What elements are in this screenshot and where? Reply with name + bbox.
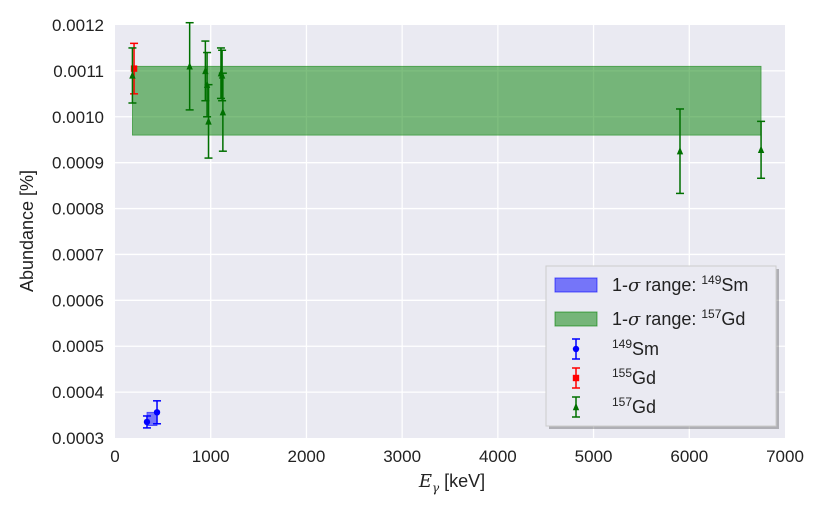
- legend-box: [545, 265, 777, 427]
- x-tick-label: 1000: [192, 447, 230, 466]
- x-tick-label: 7000: [766, 447, 804, 466]
- data-point: [218, 71, 226, 79]
- legend-label: 155Gd: [612, 366, 656, 388]
- x-tick-label: 0: [110, 447, 119, 466]
- legend-swatch: [554, 277, 598, 293]
- data-point: [676, 146, 684, 155]
- legend-marker: [572, 345, 580, 353]
- ticks: 0 1000 2000 3000 4000 5000 6000 7000 0.0003 0.000…: [52, 16, 804, 466]
- data-point: [186, 62, 193, 70]
- legend-label: 157Gd: [612, 395, 656, 417]
- band-gd: [132, 65, 762, 136]
- y-tick-label: 0.0009: [52, 154, 104, 173]
- legend-label: 1-σ range: 149Sm: [612, 273, 748, 296]
- x-tick-label: 3000: [383, 447, 421, 466]
- y-tick-label: 0.0004: [52, 383, 104, 402]
- y-axis-label: Abundance [%]: [17, 170, 37, 292]
- x-tick-label: 5000: [575, 447, 613, 466]
- data-point: [153, 409, 161, 416]
- data-point: [219, 107, 227, 116]
- data-point: [130, 65, 138, 72]
- data-point: [205, 117, 212, 125]
- legend: 1-σ range: 149Sm 1-σ range: 157Gd 149Sm 155…: [545, 265, 779, 429]
- data-point: [143, 418, 151, 426]
- legend-marker: [572, 374, 580, 382]
- data-point: [757, 145, 765, 154]
- y-tick-label: 0.0006: [52, 291, 104, 310]
- bands: [132, 65, 762, 427]
- y-tick-label: 0.0012: [52, 16, 104, 35]
- x-tick-label: 2000: [288, 447, 326, 466]
- legend-label: 149Sm: [612, 337, 659, 359]
- legend-swatch: [554, 311, 598, 327]
- x-axis-label: Eγ [keV]: [418, 471, 485, 495]
- legend-label: 1-σ range: 157Gd: [612, 307, 745, 330]
- series: [128, 21, 766, 429]
- x-tick-label: 4000: [479, 447, 517, 466]
- legend-marker: [572, 402, 580, 411]
- y-tick-label: 0.0008: [52, 200, 104, 219]
- y-tick-label: 0.0005: [52, 337, 104, 356]
- y-tick-label: 0.0010: [52, 108, 104, 127]
- series-149-sm: [142, 400, 162, 429]
- y-tick-label: 0.0011: [53, 62, 104, 81]
- series-155-gd: [130, 42, 139, 95]
- y-tick-label: 0.0003: [52, 429, 104, 448]
- x-tick-label: 6000: [670, 447, 708, 466]
- series-157-gd: [128, 21, 766, 195]
- y-tick-label: 0.0007: [52, 245, 104, 264]
- data-point: [129, 71, 136, 79]
